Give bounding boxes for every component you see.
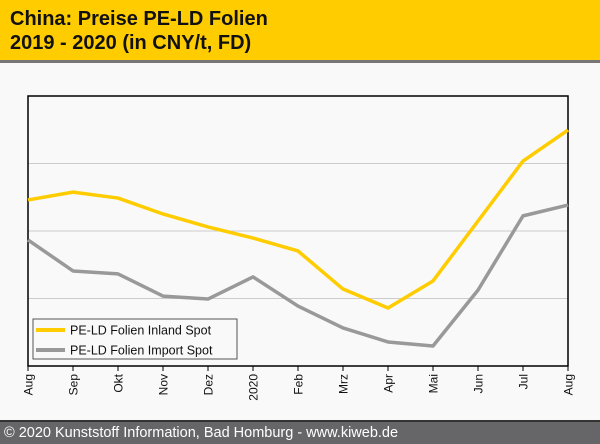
x-tick-label: Sep [67, 374, 81, 396]
gridlines [28, 163, 568, 299]
x-tick-label: Aug [22, 374, 36, 395]
copyright-footer: © 2020 Kunststoff Information, Bad Hombu… [0, 420, 600, 444]
x-tick-label: Mrz [337, 374, 351, 394]
x-tick-label: Apr [382, 374, 396, 393]
legend-label-import: PE-LD Folien Import Spot [70, 344, 213, 358]
x-tick-label: Jun [472, 374, 486, 393]
x-tick-label: Dez [202, 374, 216, 395]
x-tick-label: Jul [517, 374, 531, 389]
x-tick-label: Okt [112, 373, 126, 392]
chart-header: China: Preise PE-LD Folien 2019 - 2020 (… [0, 0, 600, 63]
series-line-inland [27, 128, 569, 310]
x-tick-label: Aug [562, 374, 576, 395]
footer-text: © 2020 Kunststoff Information, Bad Hombu… [4, 425, 399, 441]
x-tick-label: 2020 [247, 374, 261, 401]
x-axis-ticks: Aug Sep Okt Nov Dez 2020 Feb Mrz Apr Mai Jun Jul Aug [22, 366, 576, 401]
chart-title: China: Preise PE-LD Folien 2019 - 2020 (… [10, 7, 268, 55]
legend-box [32, 318, 238, 360]
title-line-1: China: Preise PE-LD Folien [10, 8, 268, 30]
x-tick-label: Feb [292, 374, 306, 395]
title-line-2: 2019 - 2020 (in CNY/t, FD) [10, 32, 252, 54]
legend: PE-LD Folien Inland Spot PE-LD Folien Im… [32, 318, 238, 360]
series-lines [27, 128, 569, 348]
x-tick-label: Mai [427, 374, 441, 393]
legend-label-inland: PE-LD Folien Inland Spot [70, 324, 212, 338]
x-tick-label: Nov [157, 374, 171, 395]
